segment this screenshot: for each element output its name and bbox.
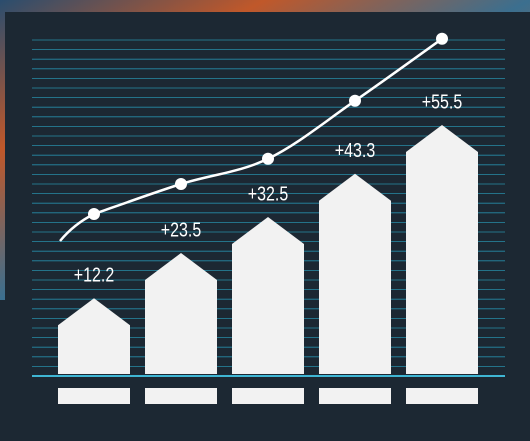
trend-point: [349, 94, 361, 107]
bar: [406, 125, 478, 374]
category-placeholder: [232, 388, 304, 404]
value-label: +12.2: [74, 264, 114, 286]
value-label: +43.3: [335, 139, 375, 161]
bar: [58, 298, 130, 374]
trend-point: [262, 152, 274, 165]
category-placeholder: [406, 388, 478, 404]
category-placeholder: [145, 388, 217, 404]
category-placeholder: [58, 388, 130, 404]
trend-point: [88, 208, 100, 220]
bar: [232, 217, 304, 374]
category-placeholder: [319, 388, 391, 404]
marks: +12.2 +23.5 +32.5 +43.3 +55.5: [58, 32, 478, 404]
trend-point: [175, 178, 187, 190]
value-label: +55.5: [422, 91, 462, 113]
value-label: +23.5: [161, 219, 201, 241]
trend-point: [436, 32, 448, 45]
bar: [145, 253, 217, 374]
bar: [319, 173, 391, 374]
value-label: +32.5: [248, 183, 288, 205]
